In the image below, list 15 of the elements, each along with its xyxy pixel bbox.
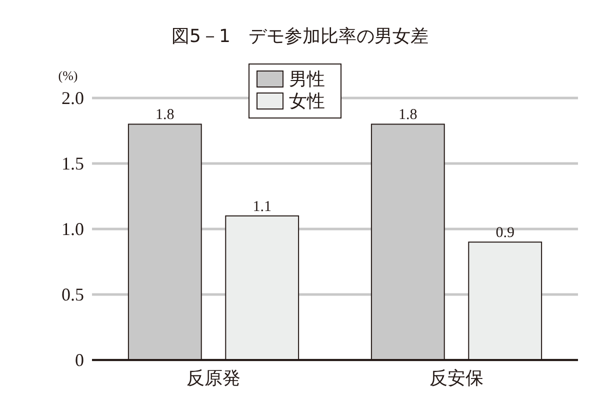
data-label: 0.9: [496, 225, 514, 242]
y-tick-label: 0: [75, 350, 84, 370]
legend-label: 男性: [289, 69, 325, 89]
y-axis-title: (%): [58, 68, 78, 83]
y-tick-label: 1.0: [62, 218, 84, 239]
chart-title: 図5－1 デモ参加比率の男女差: [172, 26, 428, 47]
data-label: 1.8: [398, 107, 418, 124]
x-tick-label: 反安保: [430, 368, 484, 388]
data-label: 1.1: [252, 198, 272, 215]
y-tick-label: 0.5: [62, 284, 84, 304]
y-tick-label: 1.5: [62, 153, 84, 174]
x-tick-label: 反原発: [186, 368, 240, 388]
legend-label: 女性: [289, 91, 325, 111]
y-tick-label: 2.0: [62, 88, 84, 108]
data-label: 1.8: [156, 107, 174, 124]
